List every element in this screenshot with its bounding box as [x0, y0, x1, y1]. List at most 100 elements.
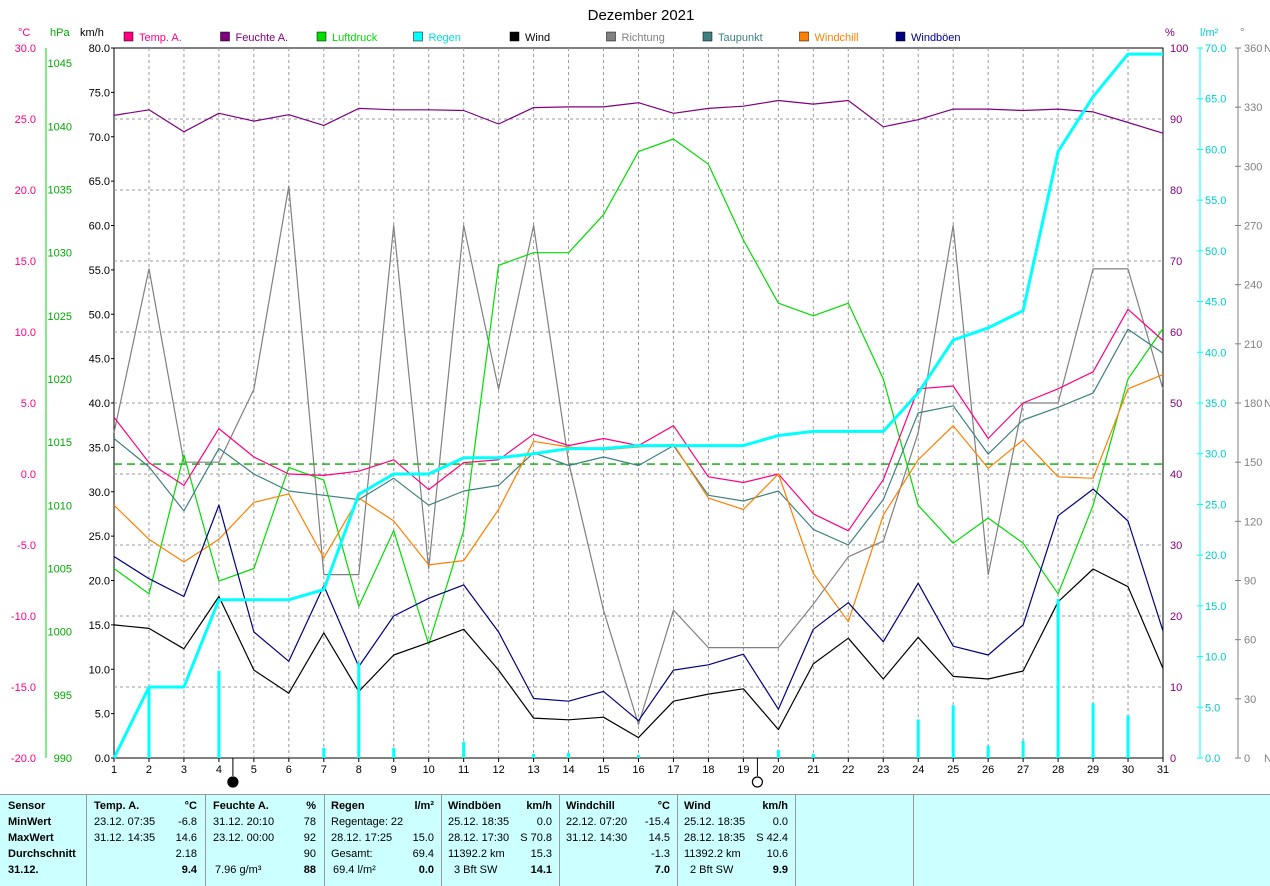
direction-tick-label: 30 [1244, 694, 1256, 706]
daily-rain-bar [637, 754, 640, 758]
legend-swatch [509, 31, 520, 42]
windchill-avg: -1.3 [651, 848, 670, 860]
wind-min-time: 25.12. 18:35 [684, 816, 746, 828]
direction-tick-label: 150 [1244, 457, 1262, 469]
daily-rain-bar [322, 747, 326, 758]
pressure-tick-label: 1015 [48, 437, 72, 449]
kmh-tick-label: 25.0 [89, 531, 110, 543]
legend-swatch [413, 31, 423, 42]
day-tick-label: 23 [877, 764, 889, 776]
legend-label: Richtung [622, 32, 665, 44]
daily-rain-bar [392, 747, 396, 758]
richtung-series-line [113, 185, 1164, 726]
wind-unit: km/h [762, 800, 788, 812]
temp-tick-label: -5.0 [17, 540, 36, 552]
legend-label: Windböen [911, 32, 961, 44]
daily-rain-bar [1056, 598, 1060, 758]
temp-tick-label: 10.0 [15, 327, 36, 339]
legend-swatch [799, 31, 809, 42]
temp-tick-label: 30.0 [15, 43, 36, 55]
humidity-min: 78 [303, 816, 316, 828]
max-label: MaxWert [8, 832, 54, 844]
stats-windchill-column: Windchill °C 22.12. 07:20 -15.4 31.12. 1… [560, 795, 678, 886]
windchill-min-time: 22.12. 07:20 [566, 816, 628, 828]
direction-tick-label: 60 [1244, 635, 1256, 647]
avg-label: Durchschnitt [8, 848, 76, 860]
direction-cardinal-label: N [1264, 753, 1270, 765]
gust-header: Windböen [448, 800, 502, 812]
temp-today: 9.4 [181, 864, 197, 876]
windb-en-series-line [113, 488, 1164, 722]
rain-tick-label: 15.0 [1205, 601, 1226, 613]
daily-rain-bar [811, 753, 815, 758]
direction-tick-label: 180 [1244, 398, 1262, 410]
pressure-tick-label: 1025 [48, 311, 72, 323]
temp-unit: °C [184, 800, 197, 812]
day-tick-label: 16 [632, 764, 644, 776]
rain-unit-label: l/m² [1200, 27, 1219, 39]
taupunkt-series-line [113, 328, 1164, 546]
pressure-tick-label: 1000 [48, 627, 72, 639]
legend-swatch [220, 31, 230, 42]
day-tick-label: 24 [912, 764, 924, 776]
daily-rain-bar [916, 719, 920, 758]
wind-avg: 10.6 [766, 848, 788, 860]
rain-tick-label: 45.0 [1205, 297, 1226, 309]
day-tick-label: 13 [527, 764, 539, 776]
new-moon-icon [751, 776, 764, 788]
pressure-tick-label: 1045 [48, 58, 72, 70]
temp-tick-label: 15.0 [15, 256, 36, 268]
temp-header: Temp. A. [94, 800, 140, 812]
daily-rain-bar [217, 670, 221, 758]
day-tick-label: 26 [982, 764, 994, 776]
pressure-tick-label: 1030 [48, 248, 72, 260]
legend-swatch [895, 31, 906, 42]
wind-header: Wind [684, 800, 711, 812]
day-tick-label: 22 [842, 764, 854, 776]
stats-sensor-column: Sensor MinWert MaxWert Durchschnitt 31.1… [0, 795, 87, 886]
pct-tick-label: 60 [1170, 327, 1182, 339]
wind-bft: 2 Bft SW [690, 864, 734, 876]
stats-wind-column: Wind km/h 25.12. 18:35 0.0 28.12. 18:35 … [678, 795, 796, 886]
kmh-tick-label: 40.0 [89, 398, 110, 410]
chart-title: Dezember 2021 [588, 7, 695, 24]
pct-tick-label: 90 [1170, 114, 1182, 126]
direction-tick-label: 90 [1244, 576, 1256, 588]
legend-swatch [123, 31, 134, 42]
humidity-unit: % [306, 800, 316, 812]
rain-header: Regen [331, 800, 365, 812]
day-tick-label: 5 [251, 764, 257, 776]
temp-tick-label: -15.0 [11, 682, 36, 694]
kmh-tick-label: 5.0 [95, 709, 110, 721]
daily-rain-bar [1091, 703, 1095, 758]
windchill-header: Windchill [566, 800, 615, 812]
humidity-min-time: 31.12. 20:10 [213, 816, 275, 828]
gust-avg: 15.3 [530, 848, 552, 860]
rain-tick-label: 10.0 [1205, 652, 1226, 664]
direction-tick-label: 240 [1244, 280, 1262, 292]
kmh-tick-label: 0.0 [95, 753, 110, 765]
temp-tick-label: 0.0 [21, 469, 36, 481]
gust-min-time: 25.12. 18:35 [448, 816, 510, 828]
rain-tick-label: 30.0 [1205, 449, 1226, 461]
pct-tick-label: 30 [1170, 540, 1182, 552]
statistics-panel: Sensor MinWert MaxWert Durchschnitt 31.1… [0, 794, 1270, 886]
day-tick-label: 19 [737, 764, 749, 776]
windchill-today: 7.0 [654, 864, 670, 876]
humidity-max: 92 [303, 832, 316, 844]
stats-temp-column: Temp. A. °C 23.12. 07:35 -6.8 31.12. 14:… [87, 795, 206, 886]
pressure-tick-label: 995 [54, 690, 72, 702]
legend-label: Feuchte A. [236, 32, 289, 44]
day-tick-label: 25 [947, 764, 959, 776]
pct-tick-label: 100 [1170, 43, 1188, 55]
rain-tick-label: 5.0 [1205, 702, 1220, 714]
stats-humidity-column: Feuchte A. % 31.12. 20:10 78 23.12. 00:0… [206, 795, 325, 886]
daily-rain-bar [986, 745, 990, 758]
pct-tick-label: 80 [1170, 185, 1182, 197]
rain-tick-label: 20.0 [1205, 550, 1226, 562]
legend-label: Windchill [815, 32, 859, 44]
kmh-tick-label: 80.0 [89, 43, 110, 55]
day-tick-label: 8 [356, 764, 362, 776]
humidity-today: 88 [303, 864, 316, 876]
kmh-tick-label: 20.0 [89, 576, 110, 588]
